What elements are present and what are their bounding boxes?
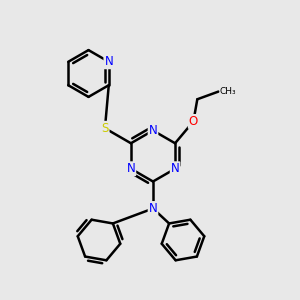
- Text: CH₃: CH₃: [220, 87, 237, 96]
- Text: N: N: [127, 162, 135, 175]
- Text: N: N: [171, 162, 179, 175]
- Text: N: N: [148, 124, 158, 137]
- Text: O: O: [189, 115, 198, 128]
- Text: N: N: [148, 202, 158, 215]
- Text: N: N: [104, 55, 113, 68]
- Text: S: S: [101, 122, 109, 135]
